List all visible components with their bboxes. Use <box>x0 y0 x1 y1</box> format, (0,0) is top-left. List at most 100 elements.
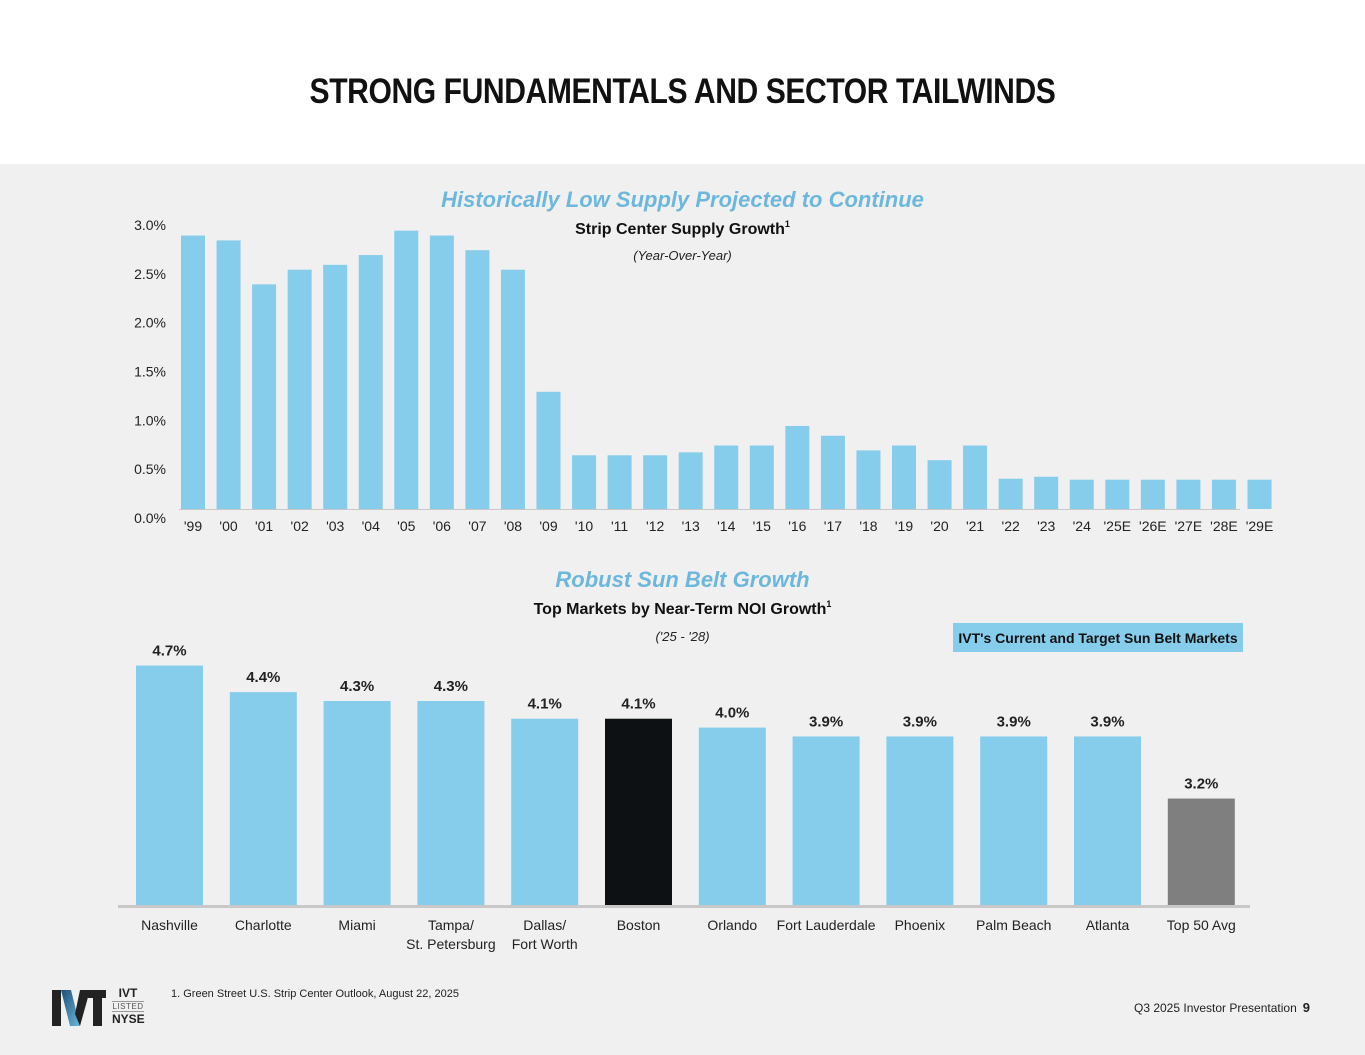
noi-bar <box>1074 736 1141 905</box>
supply-bar <box>429 235 454 510</box>
x-tick-label: '27E <box>1175 518 1203 534</box>
supply-bar <box>394 230 419 509</box>
x-tick-label: Fort Lauderdale <box>777 917 876 933</box>
x-tick-label: '01 <box>255 518 273 534</box>
supply-bar <box>536 391 561 509</box>
supply-bar <box>856 450 881 509</box>
x-tick-label: '22 <box>1002 518 1020 534</box>
x-tick-label: '08 <box>504 518 522 534</box>
supply-bar <box>1247 479 1272 509</box>
data-label: 3.9% <box>997 713 1031 730</box>
ticker-label: IVT <box>112 986 144 1002</box>
x-tick-label: '28E <box>1210 518 1238 534</box>
supply-bar <box>287 269 312 509</box>
noi-bar <box>792 736 860 905</box>
noi-bar <box>980 736 1048 905</box>
supply-bar <box>678 452 703 509</box>
x-tick-label: St. Petersburg <box>406 936 496 952</box>
noi-bar <box>886 736 954 905</box>
x-tick-label: Top 50 Avg <box>1167 917 1236 933</box>
supply-bar <box>358 255 383 509</box>
page-title: STRONG FUNDAMENTALS AND SECTOR TAILWINDS <box>309 72 1056 111</box>
supply-chart-subtitle: (Year-Over-Year) <box>633 248 732 263</box>
y-tick-label: 1.0% <box>134 412 166 428</box>
footnote-marker: 1 <box>784 219 790 229</box>
header-band: STRONG FUNDAMENTALS AND SECTOR TAILWINDS <box>0 0 1365 164</box>
supply-bar <box>181 235 205 510</box>
supply-bar <box>714 445 739 509</box>
x-tick-label: Dallas/ <box>523 917 566 933</box>
data-label: 3.9% <box>1090 713 1124 730</box>
x-tick-label: Tampa/ <box>428 917 474 933</box>
y-tick-label: 1.5% <box>134 364 166 380</box>
y-tick-label: 2.0% <box>134 315 166 331</box>
supply-bar <box>927 460 952 509</box>
supply-bar <box>963 445 988 509</box>
data-label: 4.0% <box>715 705 749 722</box>
x-tick-label: Boston <box>617 917 661 933</box>
x-tick-label: '12 <box>646 518 664 534</box>
supply-bar <box>749 445 774 509</box>
x-tick-label: '11 <box>611 518 628 534</box>
noi-bar <box>136 665 203 905</box>
y-tick-label: 3.0% <box>134 217 166 233</box>
x-tick-label: '23 <box>1037 518 1055 534</box>
data-label: 4.1% <box>528 696 562 713</box>
x-tick-label: '05 <box>397 518 415 534</box>
supply-chart-title: Strip Center Supply Growth1 <box>0 219 1365 239</box>
x-tick-label: '09 <box>539 518 557 534</box>
x-tick-label: '99 <box>184 518 202 534</box>
supply-bar <box>1211 479 1236 509</box>
supply-bar <box>892 445 916 509</box>
x-tick-label: '06 <box>433 518 451 534</box>
x-tick-label: '16 <box>788 518 806 534</box>
supply-bar <box>252 284 277 509</box>
x-tick-label: Palm Beach <box>976 917 1051 933</box>
x-tick-label: '04 <box>362 518 380 534</box>
data-label: 3.9% <box>809 713 843 730</box>
supply-bar <box>998 478 1023 509</box>
noi-chart-heading: Robust Sun Belt Growth <box>555 567 810 592</box>
noi-bar <box>417 700 485 905</box>
supply-bar <box>1034 476 1059 509</box>
data-label: 4.1% <box>621 696 655 713</box>
noi-bar <box>698 727 766 905</box>
x-tick-label: '07 <box>468 518 486 534</box>
y-tick-label: 0.0% <box>134 510 166 526</box>
supply-chart-heading: Historically Low Supply Projected to Con… <box>441 187 924 212</box>
noi-chart-subtitle: ('25 - '28) <box>655 629 710 644</box>
x-tick-label: Orlando <box>707 917 757 933</box>
noi-chart-title: Top Markets by Near-Term NOI Growth1 <box>0 599 1365 619</box>
noi-bar <box>605 718 672 905</box>
x-tick-label: '25E <box>1104 518 1132 534</box>
x-tick-label: Charlotte <box>235 917 292 933</box>
supply-bar <box>323 264 348 509</box>
noi-bar <box>229 692 297 905</box>
data-label: 3.9% <box>903 713 937 730</box>
nyse-listing-badge: IVT LISTED NYSE <box>112 986 145 1026</box>
x-tick-label: '10 <box>575 518 593 534</box>
supply-bar <box>1140 479 1165 509</box>
data-label: 3.2% <box>1184 776 1218 793</box>
supply-bar <box>643 455 668 509</box>
supply-chart-title-text: Strip Center Supply Growth <box>575 221 785 238</box>
x-tick-label: '18 <box>859 518 877 534</box>
page-number: 9 <box>1302 1000 1310 1015</box>
x-tick-label: '20 <box>930 518 948 534</box>
data-label: 4.3% <box>434 678 468 695</box>
y-tick-label: 0.5% <box>134 461 166 477</box>
supply-bar <box>465 250 490 509</box>
x-tick-label: '13 <box>682 518 700 534</box>
x-tick-label: '19 <box>895 518 913 534</box>
footnote-marker: 1 <box>826 599 832 609</box>
x-tick-label: '00 <box>219 518 237 534</box>
x-tick-label: '24 <box>1073 518 1091 534</box>
supply-bar <box>785 425 810 509</box>
x-tick-label: '02 <box>291 518 309 534</box>
y-tick-label: 2.5% <box>134 266 166 282</box>
exchange-label: NYSE <box>112 1012 145 1026</box>
supply-bar <box>1176 479 1201 509</box>
footnote: 1. Green Street U.S. Strip Center Outloo… <box>171 988 459 1000</box>
supply-bar <box>572 455 597 509</box>
